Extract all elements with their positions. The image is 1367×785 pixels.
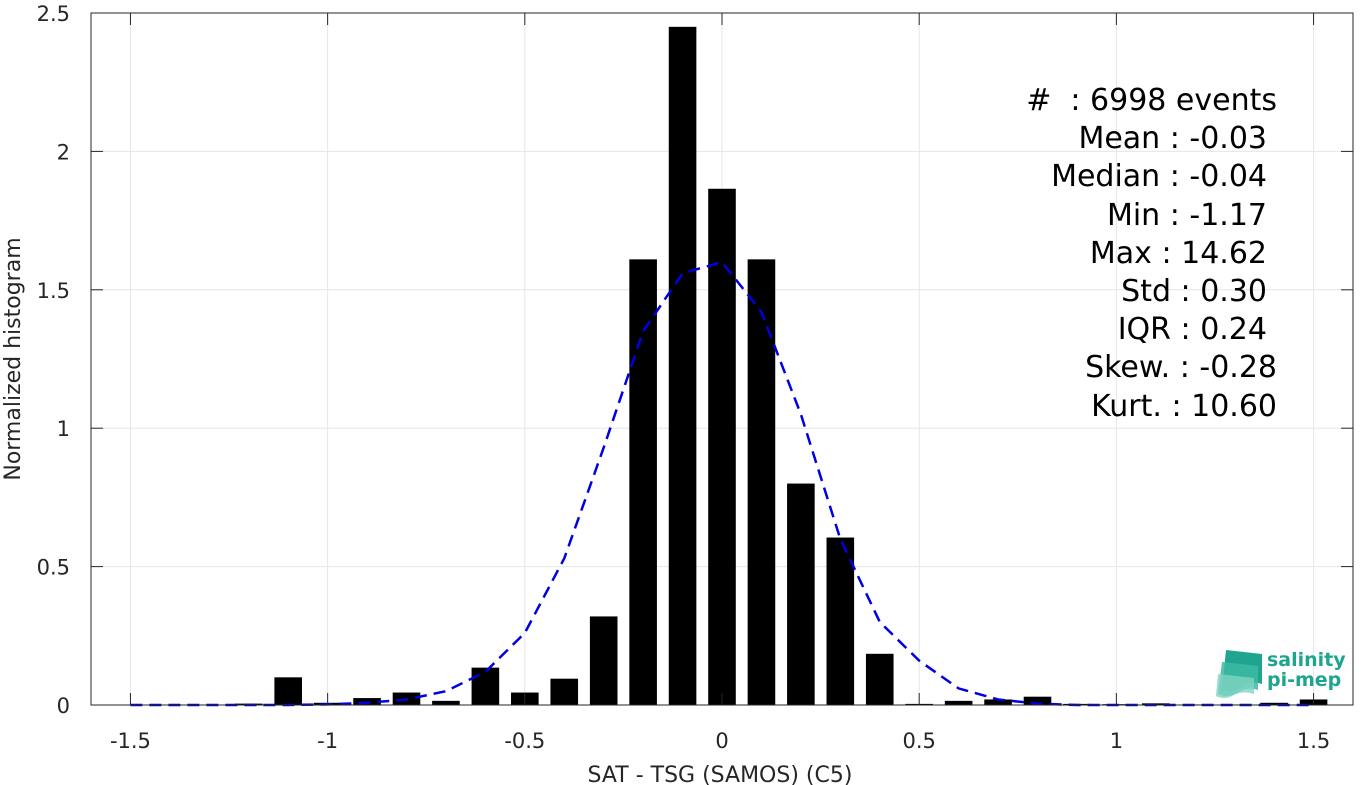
- x-axis-label: SAT - TSG (SAMOS) (C5): [588, 763, 853, 785]
- histogram-bar: [984, 699, 1012, 705]
- x-tick-label: 0.5: [902, 729, 935, 753]
- stats-line-max: Max : 14.62: [1090, 236, 1267, 271]
- histogram-bar: [944, 700, 973, 705]
- axes-frame: [90, 12, 1354, 706]
- x-tick-label: 1.5: [1297, 729, 1330, 753]
- y-tick-label: 0.5: [37, 556, 70, 580]
- y-tick-label: 1: [57, 417, 70, 441]
- x-tick-label: 0: [715, 729, 728, 753]
- histogram-bar: [432, 700, 460, 705]
- x-tick-label: 1: [1110, 729, 1123, 753]
- histogram-bar: [550, 678, 579, 705]
- y-axis-label: Normalized histogram: [1, 237, 26, 480]
- logo-line-1: salinity: [1267, 649, 1346, 671]
- stats-line-std: Std : 0.30: [1121, 274, 1267, 309]
- y-tick-label: 2.5: [37, 2, 70, 26]
- stats-line-events: # : 6998 events: [1026, 83, 1277, 118]
- histogram-bar: [747, 259, 776, 705]
- histogram-bar: [708, 188, 736, 705]
- histogram-bar: [1023, 696, 1052, 705]
- stats-line-iqr: IQR : 0.24: [1118, 312, 1267, 347]
- stats-line-mean: Mean : -0.03: [1078, 121, 1267, 156]
- x-tick-label: -0.5: [504, 729, 545, 753]
- stats-line-kurt: Kurt. : 10.60: [1091, 389, 1277, 424]
- x-tick-labels: -1.5 -1 -0.5 0 0.5 1 1.5: [110, 729, 1330, 753]
- x-tick-label: -1: [317, 729, 338, 753]
- histogram-bar: [274, 677, 302, 705]
- histogram-bar: [589, 616, 618, 705]
- logo-wave-icon: [1216, 650, 1262, 698]
- stats-line-skew: Skew. : -0.28: [1085, 350, 1277, 385]
- y-tick-label: 2: [57, 140, 70, 164]
- y-tick-labels: 0 0.5 1 1.5 2 2.5: [37, 2, 70, 718]
- y-tick-label: 1.5: [37, 279, 70, 303]
- stats-box: # : 6998 events Mean : -0.03 Median : -0…: [1026, 83, 1277, 424]
- histogram-bar: [787, 483, 815, 705]
- histogram-bar: [353, 698, 381, 705]
- histogram-bar: [826, 537, 855, 705]
- histogram-bar: [471, 667, 500, 705]
- x-tick-label: -1.5: [110, 729, 151, 753]
- salinity-pi-mep-logo: salinity pi-mep: [1216, 649, 1346, 698]
- histogram-bar: [1260, 702, 1288, 705]
- y-tick-label: 0: [57, 694, 70, 718]
- stats-line-min: Min : -1.17: [1107, 198, 1267, 233]
- histogram-bar: [629, 259, 657, 705]
- histogram-bar: [668, 26, 697, 705]
- histogram-bar: [865, 653, 894, 705]
- logo-line-2: pi-mep: [1267, 669, 1341, 691]
- stats-line-median: Median : -0.04: [1051, 159, 1267, 194]
